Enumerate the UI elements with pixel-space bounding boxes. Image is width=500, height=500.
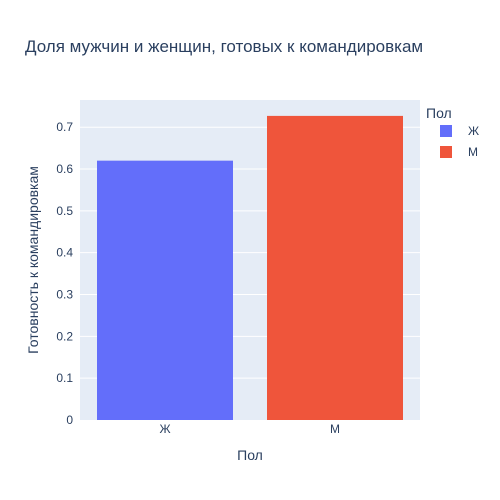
chart-title: Доля мужчин и женщин, готовых к командир… (25, 37, 423, 56)
x-axis-title: Пол (237, 447, 263, 463)
bar-1[interactable] (97, 160, 233, 420)
y-tick-label: 0.3 (56, 288, 73, 302)
legend: Пол ЖМ (426, 105, 479, 159)
y-tick-label: 0 (66, 413, 73, 427)
y-tick-label: 0.2 (56, 329, 73, 343)
y-axis-ticks: 0 0.1 0.2 0.3 0.4 0.5 0.6 0.7 (56, 120, 73, 427)
y-axis-title: Готовность к командировкам (25, 166, 41, 354)
bars (97, 115, 403, 421)
legend-swatch[interactable] (440, 146, 452, 158)
y-tick-label: 0.1 (56, 371, 73, 385)
bar-2[interactable] (267, 115, 403, 421)
y-tick-label: 0.5 (56, 204, 73, 218)
x-tick-label: Ж (159, 422, 170, 436)
y-tick-label: 0.6 (56, 162, 73, 176)
y-tick-label: 0.7 (56, 120, 73, 134)
legend-title: Пол (426, 105, 452, 121)
x-tick-label: М (330, 422, 340, 436)
legend-swatch[interactable] (440, 125, 452, 137)
y-tick-label: 0.4 (56, 246, 73, 260)
legend-item-label[interactable]: М (468, 145, 478, 159)
legend-item-label[interactable]: Ж (468, 124, 479, 138)
